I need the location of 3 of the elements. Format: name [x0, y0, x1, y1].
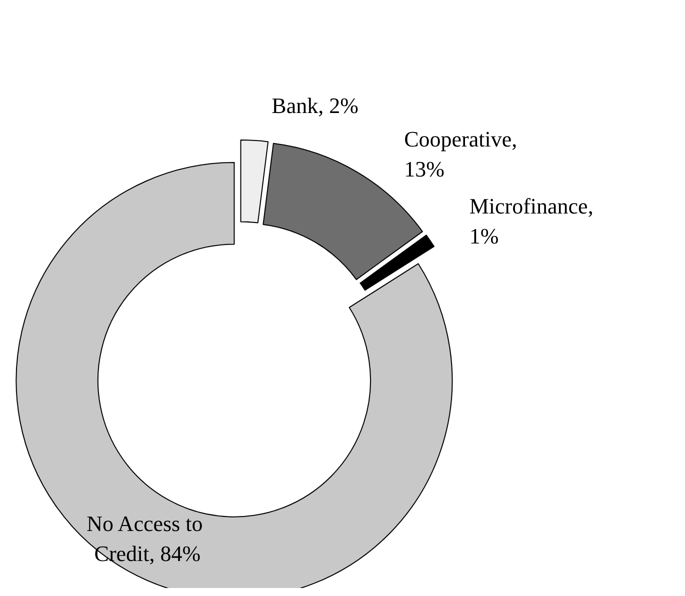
slice-label: Microfinance, 1%: [469, 194, 599, 249]
slice-label: Cooperative, 13%: [404, 126, 523, 182]
slice-label: Bank, 2%: [272, 93, 358, 118]
